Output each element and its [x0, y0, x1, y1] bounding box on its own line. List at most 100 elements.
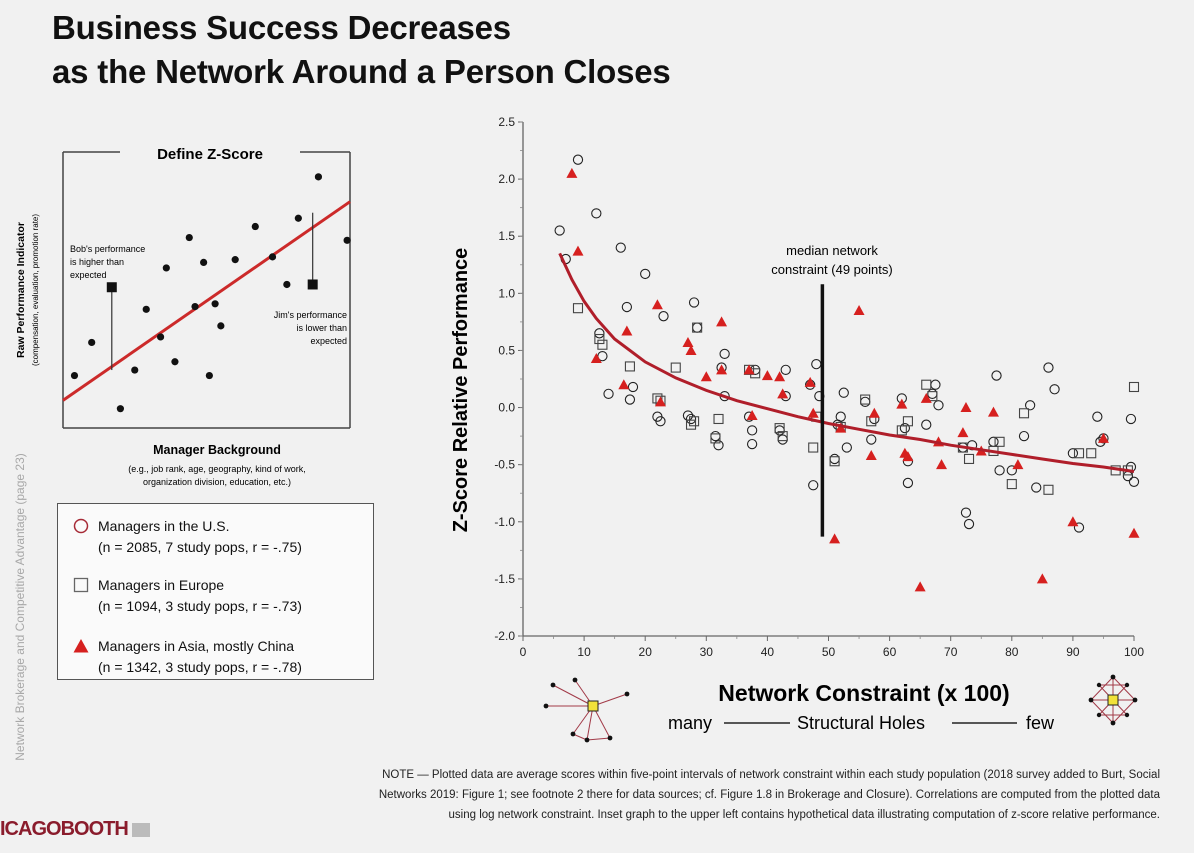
logo-left: ICAGO [0, 818, 62, 840]
asia-data-point [685, 344, 697, 355]
inset-point [294, 214, 302, 222]
europe-data-point [692, 322, 703, 333]
europe-data-point [860, 394, 871, 405]
inset-point [156, 333, 165, 341]
europe-data-point [710, 433, 721, 444]
asia-data-point [716, 364, 728, 375]
us-data-point [927, 388, 938, 399]
bob-text-2: is higher than [70, 257, 124, 267]
us-data-point [994, 465, 1005, 476]
us-data-point [1031, 482, 1042, 493]
us-data-point [710, 430, 721, 442]
x-tick-label: 70 [944, 645, 958, 659]
asia-data-point [1012, 459, 1024, 470]
us-data-point [624, 394, 636, 405]
inset-point [116, 405, 124, 413]
y-tick-label: 2.0 [498, 172, 515, 186]
legend-label-us: Managers in the U.S. [98, 518, 230, 534]
europe-data-point [829, 456, 840, 467]
y-tick-label: 0.0 [498, 401, 515, 415]
title-line-2: as the Network Around a Person Closes [52, 53, 671, 90]
asia-data-point [1097, 432, 1109, 443]
europe-data-point [994, 436, 1005, 447]
asia-data-point [566, 167, 578, 178]
us-data-point [808, 480, 819, 491]
europe-data-point [808, 442, 819, 453]
asia-data-point [1067, 516, 1079, 527]
us-data-point [774, 425, 785, 436]
europe-data-point [1086, 448, 1097, 459]
us-data-point [860, 396, 871, 407]
inset-point [217, 322, 225, 330]
inset-point [268, 253, 277, 261]
asia-data-point [936, 459, 948, 470]
main-axes: -2.0 -1.5 -1.0 -0.5 0.0 0.5 1.0 1.5 2.0 2.5 0 10 20 3… [494, 115, 1144, 659]
us-data-point [829, 453, 840, 465]
asia-data-point [853, 304, 865, 315]
y-tick-label: 1.5 [498, 229, 515, 243]
asia-data-point [957, 427, 969, 438]
asia-data-point [716, 316, 728, 327]
us-data-point [838, 387, 849, 398]
jim-point-marker [307, 279, 318, 290]
asia-data-point [896, 398, 908, 409]
us-data-point [780, 364, 791, 376]
bob-text-3: expected [70, 270, 107, 280]
footnote-line-3: using log network constraint. Inset grap… [448, 809, 1160, 821]
us-data-point [991, 370, 1002, 381]
us-data-point [691, 322, 703, 333]
footnote-line-1: NOTE — Plotted data are average scores w… [382, 769, 1160, 781]
asia-data-point [621, 325, 633, 336]
europe-data-point [685, 419, 697, 430]
bob-point-marker [106, 282, 117, 293]
us-data-point [655, 416, 666, 427]
inset-point [205, 371, 213, 380]
us-data-point [835, 411, 846, 422]
us-data-point [713, 440, 724, 451]
x-tick-label: 0 [520, 645, 527, 659]
inset-xlabel-sub2: organization division, education, etc.) [143, 477, 291, 487]
label-structural-holes: Structural Holes [797, 713, 925, 733]
inset-point [200, 258, 208, 266]
asia-data-point [1128, 527, 1140, 538]
asia-data-point [700, 371, 712, 382]
jim-annotation: Jim's performance is lower than expected [274, 310, 347, 346]
europe-data-point [1018, 408, 1030, 419]
europe-data-point [670, 362, 681, 373]
inset-point [251, 222, 259, 231]
fit-curve [558, 252, 1135, 473]
inset-point [185, 233, 193, 242]
europe-data-point [866, 416, 877, 427]
europe-data-point [1006, 479, 1017, 490]
us-data-point [1006, 465, 1017, 476]
us-data-point [1067, 448, 1079, 459]
asia-data-point [590, 352, 602, 363]
us-data-point [572, 154, 584, 165]
europe-data-point [1128, 381, 1140, 393]
us-data-point [1128, 476, 1140, 487]
legend-sub-us: (n = 2085, 7 study pops, r = -.75) [98, 539, 302, 555]
x-tick-label: 60 [883, 645, 897, 659]
europe-data-point [896, 425, 907, 436]
europe-data-point [594, 333, 605, 345]
x-tick-label: 50 [822, 645, 836, 659]
logo-right: BOOTH [60, 818, 129, 840]
legend-sub-europe: (n = 1094, 3 study pops, r = -.73) [98, 598, 302, 614]
inset-point [314, 173, 323, 181]
asia-data-point [987, 406, 999, 417]
us-data-point [1018, 430, 1030, 442]
us-data-point [1073, 522, 1085, 533]
asia-data-point [829, 533, 841, 544]
us-data-point [615, 242, 626, 253]
asia-data-point [774, 371, 786, 382]
asia-data-point [804, 376, 816, 387]
us-data-point [719, 348, 730, 360]
us-data-point [811, 359, 822, 370]
us-data-point [777, 434, 788, 445]
inset-zscore-chart: Define Z-Score Raw Performance Indicator… [15, 146, 351, 487]
europe-data-point [921, 379, 932, 390]
y-tick-label: -0.5 [494, 458, 515, 472]
median-label-2: constraint (49 points) [771, 262, 892, 277]
us-data-point [1092, 411, 1103, 422]
asia-data-point [902, 451, 914, 462]
